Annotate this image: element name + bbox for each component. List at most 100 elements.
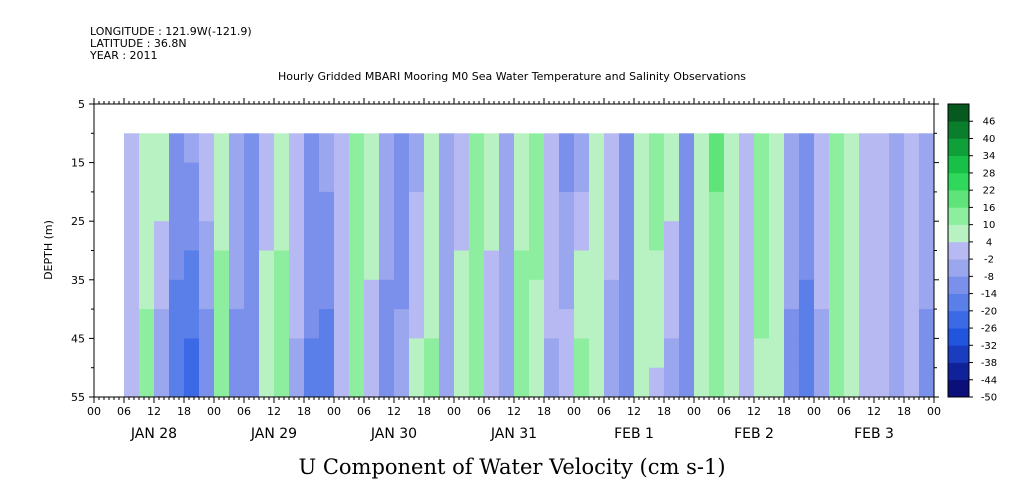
heatmap-cell [889,162,905,193]
heatmap-cell [829,191,845,222]
heatmap-cell [274,162,290,193]
heatmap-cell [544,191,560,222]
heatmap-cell [619,279,635,310]
heatmap-cell [364,162,380,193]
heatmap-cell [124,133,140,164]
heatmap-cell [874,162,890,193]
heatmap-cell [904,250,920,281]
heatmap-cell [679,221,695,251]
colorbar-label: 22 [983,186,996,197]
heatmap-cell [499,162,515,193]
heatmap-cell [709,309,725,339]
heatmap-cell [349,221,365,251]
heatmap-cell [874,221,890,251]
heatmap-cell [619,367,635,398]
heatmap-cell [769,250,785,281]
colorbar-swatch [948,293,969,312]
heatmap-cell [679,309,695,339]
heatmap-cell [379,279,395,310]
heatmap-cell [904,133,920,164]
heatmap-cell [724,338,740,369]
heatmap-cell [724,162,740,193]
heatmap-cell [724,279,740,310]
heatmap-cell [769,367,785,398]
heatmap-cell [214,367,230,398]
heatmap-cell [379,309,395,339]
heatmap-cell [679,133,695,164]
heatmap-cell [424,191,440,222]
heatmap-cell [319,309,335,339]
heatmap-cell [694,221,710,251]
heatmap-cell [454,279,470,310]
heatmap-cell [289,367,305,398]
heatmap-cell [664,309,680,339]
heatmap-cell [199,309,215,339]
heatmap-cell [154,221,170,251]
heatmap-cell [754,309,770,339]
heatmap-cell [754,221,770,251]
heatmap-cell [784,133,800,164]
heatmap-cell [604,162,620,193]
heatmap-cell [229,191,245,222]
heatmap-cell [319,221,335,251]
heatmap-cell [499,133,515,164]
heatmap-cell [739,221,755,251]
heatmap-cell [259,279,275,310]
heatmap-cell [259,162,275,193]
heatmap-cell [349,338,365,369]
heatmap-cell [739,133,755,164]
heatmap-cell [904,279,920,310]
heatmap-cell [244,279,260,310]
heatmap-cell [889,367,905,398]
heatmap-cell [874,309,890,339]
heatmap-cell [409,250,425,281]
x-day-label: FEB 3 [854,426,894,442]
heatmap-cell [214,279,230,310]
heatmap-cell [799,162,815,193]
heatmap-cell [529,367,545,398]
heatmap-cell [799,367,815,398]
heatmap-cell [469,279,485,310]
x-hour-label: 06 [117,405,131,418]
heatmap-cell [349,367,365,398]
heatmap-cell [214,133,230,164]
heatmap-cell [814,367,830,398]
x-day-label: JAN 29 [250,426,297,442]
heatmap-cell [184,221,200,251]
heatmap-cell [499,338,515,369]
x-hour-label: 12 [267,405,281,418]
heatmap-cell [889,191,905,222]
colorbar-swatch [948,104,969,122]
heatmap-cell [844,133,860,164]
heatmap-cell [514,162,530,193]
heatmap-cell [439,279,455,310]
heatmap-cell [274,338,290,369]
heatmap-cell [364,221,380,251]
heatmap-cell [259,133,275,164]
heatmap-cell [289,338,305,369]
heatmap-cell [379,338,395,369]
heatmap-cell [274,221,290,251]
heatmap-cell [244,191,260,222]
colorbar-swatch [948,259,969,277]
heatmap-cell [694,338,710,369]
heatmap-cell [409,367,425,398]
heatmap-cell [544,309,560,339]
heatmap-cell [904,367,920,398]
colorbar-label: 10 [983,220,996,231]
heatmap-cell [334,250,350,281]
heatmap-cell [364,191,380,222]
heatmap-cell [919,162,935,193]
heatmap-cell [829,279,845,310]
heatmap-cell [634,162,650,193]
heatmap-cell [514,191,530,222]
heatmap-cell [349,162,365,193]
x-hour-label: 00 [207,405,221,418]
heatmap-cell [619,133,635,164]
heatmap-cell [259,250,275,281]
x-hour-label: 12 [387,405,401,418]
heatmap-cell [574,279,590,310]
heatmap-cell [679,367,695,398]
heatmap-cell [364,338,380,369]
heatmap-cell [604,367,620,398]
